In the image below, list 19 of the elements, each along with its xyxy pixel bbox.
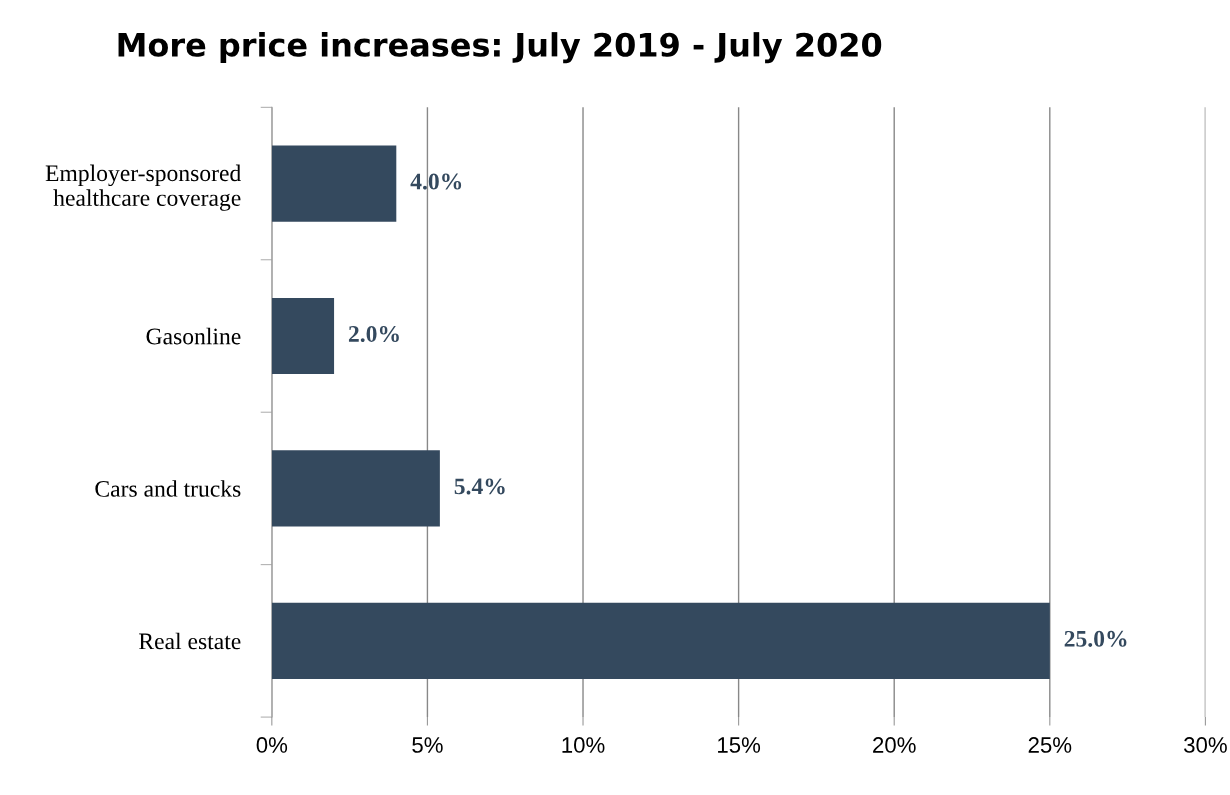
x-tick-label: 10% xyxy=(562,737,605,753)
x-tick-label: 0% xyxy=(256,737,288,753)
y-tick-label: Gasonline xyxy=(146,327,241,345)
data-label: 25.0% xyxy=(1064,630,1127,647)
chart-title: More price increases: July 2019 - July 2020 xyxy=(118,32,882,64)
data-label: 5.4% xyxy=(454,478,505,495)
x-tick-label: 25% xyxy=(1028,737,1072,753)
x-tick-label: 30% xyxy=(1184,737,1227,753)
y-tick-label: Employer-sponsored healthcare coverage xyxy=(45,164,241,211)
bar xyxy=(271,450,440,527)
x-tick-label: 15% xyxy=(718,737,761,753)
x-tick-label: 5% xyxy=(412,737,443,753)
data-label: 2.0% xyxy=(348,325,399,342)
bar xyxy=(271,602,1050,679)
y-tick-label: Cars and trucks xyxy=(95,480,241,497)
bar xyxy=(271,297,335,375)
bar xyxy=(271,145,397,222)
x-tick-label: 20% xyxy=(873,737,916,753)
y-tick-label: Real estate xyxy=(139,632,241,650)
